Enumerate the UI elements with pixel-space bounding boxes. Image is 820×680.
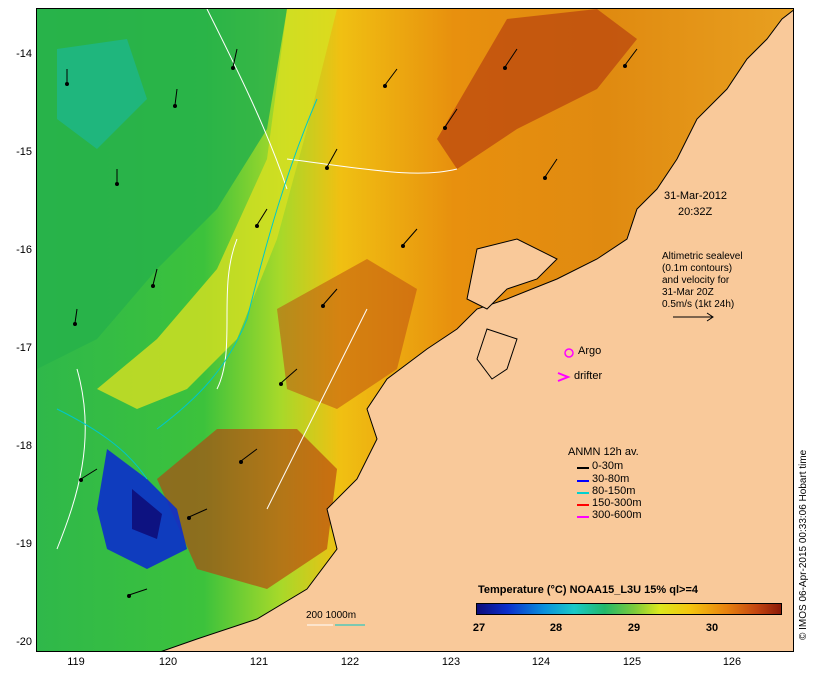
- depth-contour-label: 200 1000m: [306, 610, 357, 621]
- lon-tick: 123: [441, 656, 461, 668]
- lat-tick: -20: [16, 636, 32, 648]
- sst-map-canvas: [37, 9, 793, 651]
- argo-marker: [564, 348, 574, 358]
- colorbar-tick: 30: [705, 622, 719, 634]
- sealevel-contour: [216, 238, 238, 390]
- lon-tick: 121: [249, 656, 269, 668]
- imos-credit: © IMOS 06-Apr-2015 00:33:06 Hobart time: [798, 449, 809, 640]
- lon-tick: 120: [158, 656, 178, 668]
- reference-arrowhead: [706, 312, 714, 322]
- lon-tick: 122: [340, 656, 360, 668]
- depth-contour-1000m: [156, 98, 318, 430]
- lon-tick: 125: [622, 656, 642, 668]
- drifter-label: drifter: [574, 370, 603, 382]
- warm-water-patch: [157, 429, 337, 589]
- sealevel-contour: [266, 308, 368, 510]
- depth-contour-1000m: [56, 408, 148, 480]
- sst-map[interactable]: [36, 8, 794, 652]
- datetime-time-label: 20:32Z: [678, 206, 713, 218]
- temperature-colorbar: [476, 603, 782, 615]
- argo-label: Argo: [578, 345, 602, 357]
- lat-tick: -15: [16, 146, 32, 158]
- land-mass: [161, 9, 793, 651]
- legend-item-300-600m: 300-600m: [592, 509, 642, 521]
- sealevel-contour: [56, 368, 86, 550]
- datetime-label: 31-Mar-2012: [664, 190, 727, 202]
- lon-tick: 124: [531, 656, 551, 668]
- anmn-legend-title: ANMN 12h av.: [568, 446, 639, 458]
- transition-band: [97, 9, 337, 409]
- sealevel-contour: [286, 158, 458, 174]
- lon-tick: 119: [67, 656, 85, 668]
- cool-water-patch: [57, 39, 147, 149]
- drifter-marker: [557, 372, 571, 382]
- sealevel-contour: [206, 9, 288, 190]
- velocity-arrows: [65, 48, 638, 598]
- coastline-inlet: [466, 238, 558, 310]
- lat-tick: -16: [16, 244, 32, 256]
- lat-tick: -14: [16, 48, 32, 60]
- colorbar-tick: 28: [549, 622, 563, 634]
- lat-tick: -19: [16, 538, 32, 550]
- cold-water-patch: [132, 489, 162, 539]
- legend-item-30-80m: 30-80m: [592, 473, 630, 485]
- legend-item-0-30m: 0-30m: [592, 460, 624, 472]
- legend-arrows: [577, 467, 589, 518]
- colorbar-title: Temperature (°C) NOAA15_L3U 15% ql>=4: [478, 584, 698, 596]
- legend-item-150-300m: 150-300m: [592, 497, 642, 509]
- warm-water-patch: [277, 259, 417, 409]
- legend-item-80-150m: 80-150m: [592, 485, 636, 497]
- lon-tick: 126: [722, 656, 742, 668]
- lat-tick: -17: [16, 342, 32, 354]
- warm-water-patch: [437, 9, 637, 169]
- colorbar-tick: 27: [472, 622, 486, 634]
- lat-tick: -18: [16, 440, 32, 452]
- colorbar-tick: 29: [627, 622, 641, 634]
- coastline-inlet: [476, 328, 518, 380]
